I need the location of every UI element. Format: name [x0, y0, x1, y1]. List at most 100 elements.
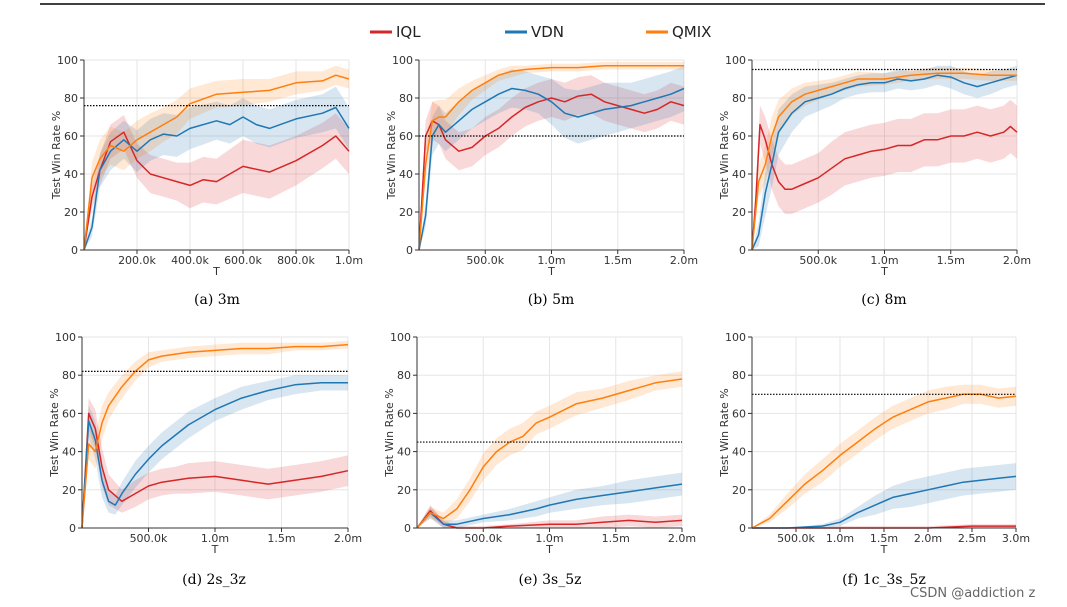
chart-3-xtick-label-1: 1.0m [201, 532, 229, 545]
chart-1-ytick-label-3: 60 [399, 130, 413, 143]
chart-2-xtick-label-1: 1.0m [870, 254, 898, 267]
chart-4: 0 20 40 60 80 100 500.0k 1.0m 1.5m 2.0m T Test Win … [383, 331, 696, 588]
chart-3-ytick-label-2: 40 [62, 446, 76, 459]
chart-4-band-vdn [417, 472, 682, 528]
chart-2-band-iql [752, 99, 1017, 251]
chart-0-ytick-label-1: 20 [64, 206, 78, 219]
chart-0-line-vdn [83, 106, 350, 251]
chart-4-band-iql [417, 505, 682, 528]
chart-1-ylabel: Test Win Rate % [385, 111, 398, 201]
chart-4-xtick-label-3: 2.0m [668, 532, 696, 545]
chart-1-band-iql [419, 75, 684, 250]
chart-5: 0 20 40 60 80 100 500.0k 1.0m 1.5m 2.0m 2.5m 3.0m T T… [718, 331, 1030, 588]
chart-5-xtick-label-5: 3.0m [1002, 532, 1030, 545]
chart-3-line-iql [81, 412, 349, 529]
chart-1-xtick-label-0: 500.0k [466, 254, 504, 267]
chart-0-ytick-label-4: 80 [64, 92, 78, 105]
chart-5-xtick-label-2: 1.5m [870, 532, 898, 545]
legend-item-vdn: VDN [505, 23, 564, 41]
legend-label-iql: IQL [396, 23, 421, 41]
chart-2-line-vdn [751, 74, 1018, 251]
chart-5-ytick-label-0: 0 [739, 522, 746, 535]
chart-4-ytick-label-3: 60 [397, 407, 411, 420]
chart-3-band-vdn [82, 375, 348, 528]
chart-2-xtick-label-2: 1.5m [937, 254, 965, 267]
chart-0-xlabel: T [212, 265, 220, 278]
chart-3-ytick-label-4: 80 [62, 369, 76, 382]
chart-0-band-vdn [84, 86, 349, 250]
chart-4-ytick-label-2: 40 [397, 446, 411, 459]
chart-2-xtick-label-0: 500.0k [799, 254, 837, 267]
chart-5-band-vdn [752, 463, 1016, 528]
chart-5-xtick-label-1: 1.0m [826, 532, 854, 545]
chart-0-xtick-label-1: 400.0k [171, 254, 209, 267]
chart-0-caption: (a) 3m [194, 292, 240, 308]
chart-5-ytick-label-3: 60 [732, 407, 746, 420]
chart-4-xtick-label-1: 1.0m [535, 532, 563, 545]
chart-3-band-iql [82, 398, 348, 528]
chart-0-xtick-label-0: 200.0k [118, 254, 156, 267]
chart-2-band-vdn [752, 65, 1017, 250]
chart-2-ytick-label-5: 100 [725, 54, 746, 67]
chart-1-xtick-label-3: 2.0m [670, 254, 698, 267]
chart-4-ylabel: Test Win Rate % [383, 388, 396, 478]
chart-0-line-qmix [83, 74, 350, 251]
chart-5-line-vdn [752, 475, 1017, 529]
chart-0-ylabel: Test Win Rate % [50, 111, 63, 201]
chart-5-ytick-label-1: 20 [732, 484, 746, 497]
chart-2-ytick-label-4: 80 [732, 92, 746, 105]
chart-2-ytick-label-0: 0 [739, 244, 746, 257]
chart-2-caption: (c) 8m [861, 292, 906, 308]
legend-item-iql: IQL [370, 23, 421, 41]
chart-0-ytick-label-2: 40 [64, 168, 78, 181]
chart-2-xlabel: T [880, 265, 888, 278]
chart-3-ytick-label-5: 100 [55, 331, 76, 344]
chart-3: 0 20 40 60 80 100 500.0k 1.0m 1.5m 2.0m T Test Win … [48, 331, 362, 588]
chart-0-band-qmix [84, 65, 349, 250]
legend-item-qmix: QMIX [646, 23, 711, 41]
chart-4-ytick-label-0: 0 [404, 522, 411, 535]
chart-2-line-iql [751, 123, 1018, 251]
chart-1-xlabel: T [547, 265, 555, 278]
chart-0-xtick-label-3: 800.0k [277, 254, 315, 267]
chart-4-line-qmix [416, 378, 683, 529]
chart-4-xtick-label-0: 500.0k [464, 532, 502, 545]
watermark: CSDN @addiction z [910, 586, 1035, 601]
chart-2-xtick-label-3: 2.0m [1003, 254, 1031, 267]
legend: IQL VDN QMIX [370, 23, 711, 41]
chart-1-band-vdn [419, 65, 684, 250]
chart-2-line-qmix [751, 72, 1017, 251]
chart-3-xtick-label-3: 2.0m [334, 532, 362, 545]
chart-2-ytick-label-1: 20 [732, 206, 746, 219]
chart-1-ytick-label-5: 100 [392, 54, 413, 67]
chart-4-xtick-label-2: 1.5m [602, 532, 630, 545]
chart-1-ytick-label-1: 20 [399, 206, 413, 219]
chart-4-xlabel: T [545, 543, 553, 556]
chart-5-ytick-label-5: 100 [725, 331, 746, 344]
legend-label-vdn: VDN [531, 23, 564, 41]
chart-5-band-qmix [752, 384, 1016, 528]
panels: 0 20 40 60 80 100 200.0k 400.0k 600.0k 800.0k 1.0m… [48, 54, 1031, 588]
chart-1-xtick-label-1: 1.0m [537, 254, 565, 267]
chart-0-ytick-label-3: 60 [64, 130, 78, 143]
chart-5-xtick-label-3: 2.0m [914, 532, 942, 545]
chart-1-ytick-label-2: 40 [399, 168, 413, 181]
chart-1-ytick-label-0: 0 [406, 244, 413, 257]
chart-3-ytick-label-0: 0 [69, 522, 76, 535]
chart-3-line-qmix [81, 343, 349, 529]
chart-0-ytick-label-5: 100 [57, 54, 78, 67]
chart-4-ytick-label-1: 20 [397, 484, 411, 497]
chart-5-ylabel: Test Win Rate % [718, 388, 731, 478]
chart-2-ytick-label-2: 40 [732, 168, 746, 181]
chart-1-line-vdn [418, 87, 685, 251]
chart-2-ytick-label-3: 60 [732, 130, 746, 143]
chart-5-caption: (f) 1c_3s_5z [842, 572, 926, 588]
chart-5-xtick-label-0: 500.0k [777, 532, 815, 545]
chart-5-xtick-label-4: 2.5m [958, 532, 986, 545]
chart-2-ylabel: Test Win Rate % [718, 111, 731, 201]
chart-1-caption: (b) 5m [528, 292, 575, 308]
chart-4-band-qmix [417, 371, 682, 528]
chart-4-line-vdn [416, 483, 683, 529]
legend-label-qmix: QMIX [672, 23, 711, 41]
